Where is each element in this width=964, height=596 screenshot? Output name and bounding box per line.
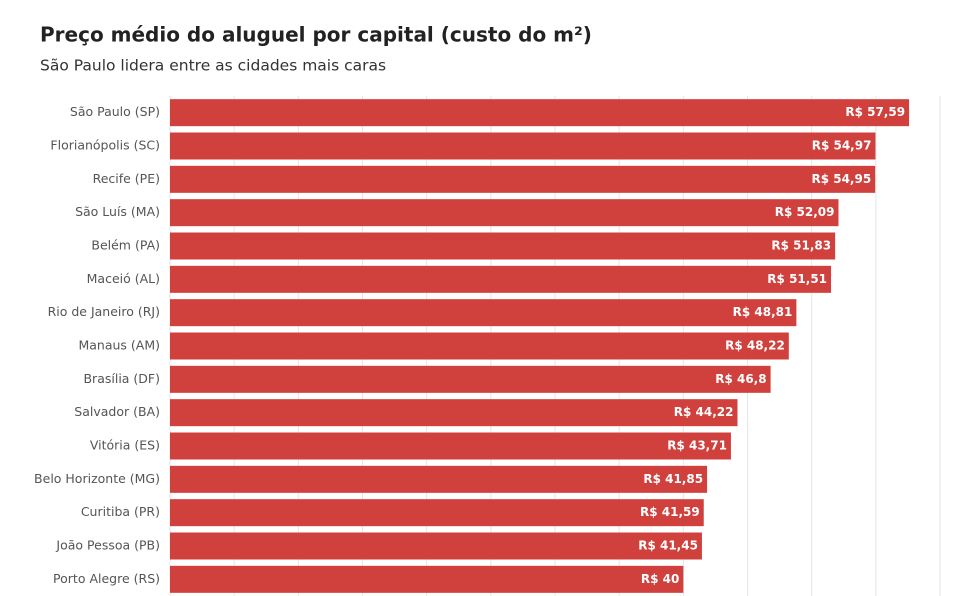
value-label: R$ 41,85: [643, 472, 703, 486]
bar: [170, 265, 832, 293]
x-tick-label: São Paulo (SP): [70, 104, 160, 119]
x-tick-label: Belo Horizonte (MG): [34, 471, 160, 486]
x-tick-label: Rio de Janeiro (RJ): [48, 304, 160, 319]
chart-title: Preço médio do aluguel por capital (cust…: [40, 23, 592, 47]
bar: [170, 432, 731, 460]
bar: [170, 532, 702, 560]
value-label: R$ 43,71: [667, 439, 727, 453]
x-tick-label: Vitória (ES): [90, 438, 160, 453]
x-tick-label: Salvador (BA): [74, 404, 160, 419]
x-tick-label: Curitiba (PR): [81, 504, 160, 519]
bar: [170, 199, 839, 227]
value-label: R$ 51,83: [771, 239, 831, 253]
value-label: R$ 41,45: [638, 539, 698, 553]
x-tick-label: Florianópolis (SC): [50, 138, 160, 153]
x-tick-label: Brasília (DF): [83, 371, 160, 386]
bar: [170, 99, 910, 127]
value-label: R$ 54,97: [812, 139, 872, 153]
x-tick-label: Maceió (AL): [87, 271, 160, 286]
chart-subtitle: São Paulo lidera entre as cidades mais c…: [40, 57, 386, 75]
bar: [170, 299, 797, 327]
value-label: R$ 41,59: [640, 505, 700, 519]
bar: [170, 332, 789, 360]
value-label: R$ 48,81: [733, 305, 793, 319]
value-label: R$ 40: [641, 572, 679, 586]
x-tick-label: Manaus (AM): [78, 338, 160, 353]
bar: [170, 565, 684, 593]
bar: [170, 232, 836, 260]
value-label: R$ 51,51: [767, 272, 827, 286]
value-label: R$ 52,09: [775, 205, 835, 219]
bar: [170, 132, 876, 160]
bar: [170, 465, 708, 493]
x-tick-label: Belém (PA): [91, 238, 160, 253]
value-label: R$ 46,8: [715, 372, 766, 386]
x-tick-label: Porto Alegre (RS): [53, 571, 160, 586]
bar: [170, 165, 876, 193]
value-label: R$ 44,22: [674, 405, 734, 419]
bar: [170, 365, 771, 393]
value-label: R$ 48,22: [725, 339, 785, 353]
bar: [170, 399, 738, 427]
x-tick-label: Recife (PE): [93, 171, 160, 186]
value-label: R$ 54,95: [811, 172, 871, 186]
x-tick-label: São Luís (MA): [75, 204, 160, 219]
value-label: R$ 57,59: [845, 105, 905, 119]
bar: [170, 499, 704, 527]
x-tick-label: João Pessoa (PB): [55, 538, 160, 553]
